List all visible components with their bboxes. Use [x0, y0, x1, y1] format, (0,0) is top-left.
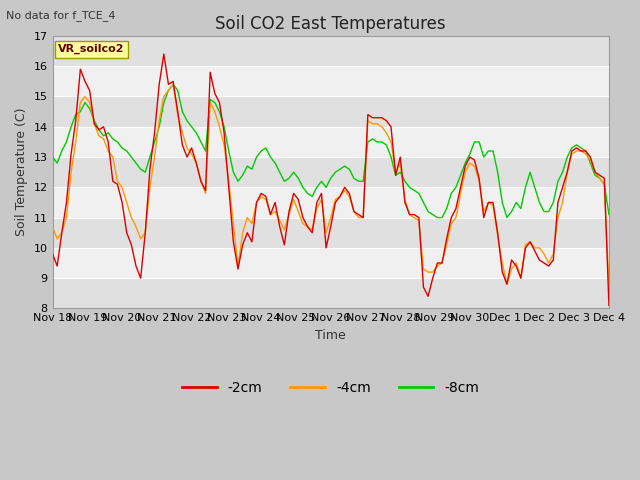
- Bar: [52, 66, 609, 96]
- Text: VR_soilco2: VR_soilco2: [58, 44, 125, 54]
- Bar: [52, 187, 609, 217]
- Title: Soil CO2 East Temperatures: Soil CO2 East Temperatures: [216, 15, 446, 33]
- Bar: [52, 278, 609, 309]
- Bar: [52, 217, 609, 248]
- Legend: -2cm, -4cm, -8cm: -2cm, -4cm, -8cm: [177, 375, 485, 400]
- Bar: [52, 96, 609, 127]
- Text: No data for f_TCE_4: No data for f_TCE_4: [6, 10, 116, 21]
- Bar: [52, 248, 609, 278]
- X-axis label: Time: Time: [316, 329, 346, 342]
- Y-axis label: Soil Temperature (C): Soil Temperature (C): [15, 108, 28, 237]
- Bar: [52, 127, 609, 157]
- Bar: [52, 36, 609, 66]
- Bar: [52, 157, 609, 187]
